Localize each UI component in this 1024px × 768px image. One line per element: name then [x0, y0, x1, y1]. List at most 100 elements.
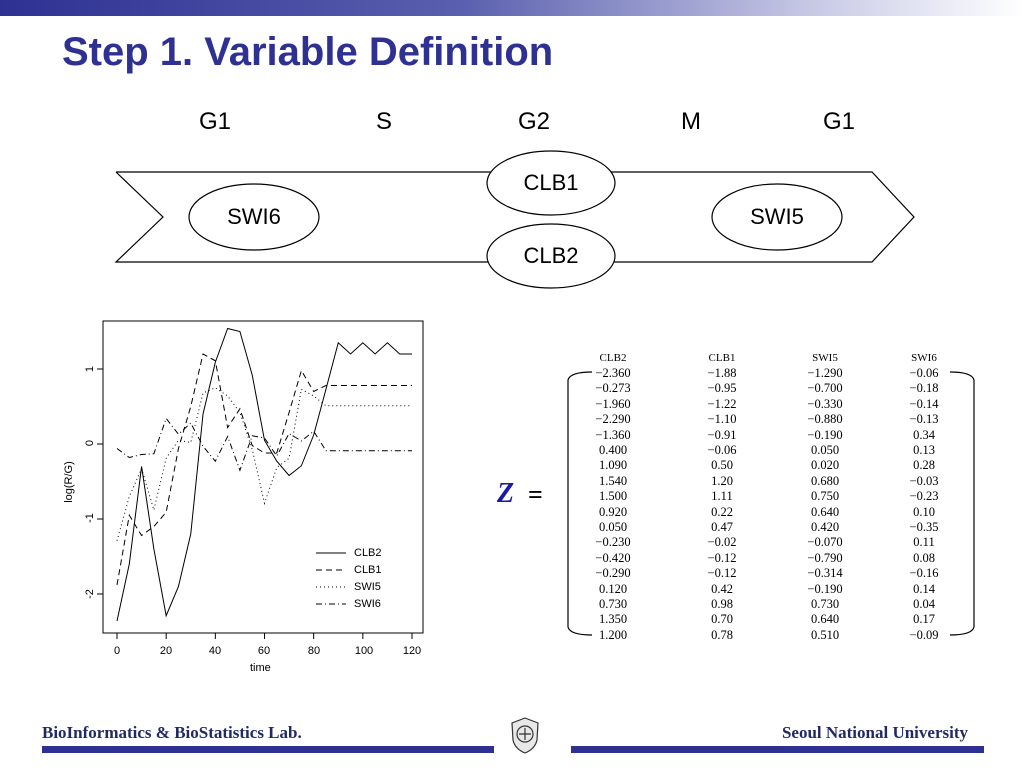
- matrix-cell: −0.790: [807, 550, 843, 565]
- matrix-cell: 0.78: [711, 627, 733, 642]
- matrix-cell: 1.20: [711, 473, 733, 488]
- series-line-swi5: [116, 387, 412, 541]
- series-line-clb1: [116, 353, 412, 586]
- matrix-cell: −2.290: [595, 412, 631, 427]
- x-tick-label: 0: [113, 645, 121, 657]
- matrix-cell: −0.03: [909, 473, 939, 488]
- matrix-cell: −1.10: [707, 412, 737, 427]
- matrix-cell: −0.12: [707, 550, 737, 565]
- matrix-cell: −0.09: [909, 627, 939, 642]
- matrix-cell: −0.13: [909, 412, 939, 427]
- legend-label: SWI6: [354, 598, 381, 610]
- phase-label: G2: [517, 108, 551, 135]
- matrix-cell: −0.314: [807, 566, 843, 581]
- cycle-arrow: [114, 171, 915, 263]
- matrix-cell: −0.95: [707, 381, 737, 396]
- matrix-cell: 0.42: [711, 581, 733, 596]
- equals-sign: =: [528, 480, 543, 509]
- x-tick-label: 120: [402, 645, 422, 657]
- matrix-cell: −0.91: [707, 427, 737, 442]
- matrix-cell: 0.420: [810, 520, 840, 534]
- right-bracket: [949, 371, 975, 636]
- matrix-cell: 0.98: [711, 597, 733, 611]
- matrix-cell: −0.18: [909, 381, 939, 396]
- matrix-cell: 0.04: [913, 597, 935, 611]
- matrix-cell: 0.680: [810, 473, 840, 488]
- matrix-cell: 0.70: [711, 612, 733, 627]
- matrix-cell: −0.35: [909, 520, 939, 534]
- matrix-cell: −0.06: [909, 366, 939, 380]
- x-axis-label: time: [250, 662, 271, 674]
- cell-cycle-diagram: [114, 150, 915, 289]
- matrix-column-header: SWI6: [911, 352, 937, 364]
- matrix-cell: −0.273: [595, 381, 631, 396]
- matrix-cell: 0.28: [913, 458, 935, 473]
- matrix-cell: 0.510: [810, 627, 840, 642]
- matrix-cell: 0.17: [913, 612, 935, 627]
- phase-label: G1: [198, 108, 232, 135]
- x-tick-label: 60: [257, 645, 271, 657]
- university-seal-icon: [511, 717, 539, 754]
- matrix-cell: 1.090: [598, 458, 628, 473]
- matrix-cell: −0.23: [909, 489, 939, 504]
- top-gradient-bar: [0, 0, 1024, 16]
- matrix-cell: 1.11: [711, 489, 733, 504]
- matrix-cell: 0.08: [913, 550, 935, 565]
- matrix-cell: −0.420: [595, 550, 631, 565]
- plot-frame: [102, 320, 424, 634]
- matrix-cell: 0.050: [810, 443, 840, 457]
- x-tick-label: 20: [159, 645, 173, 657]
- matrix-cell: 0.920: [598, 504, 628, 519]
- left-bracket: [567, 371, 593, 636]
- matrix-cell: 1.350: [598, 612, 628, 627]
- matrix-cell: −0.230: [595, 535, 631, 550]
- matrix-cell: 0.640: [810, 612, 840, 627]
- clb1-label: CLB1: [523, 170, 579, 195]
- matrix-column-header: CLB2: [599, 352, 627, 364]
- clb1-oval: [486, 150, 616, 216]
- matrix-cell: 0.14: [913, 581, 935, 596]
- matrix-cell: −1.88: [707, 366, 737, 380]
- swi6-label: SWI6: [227, 204, 281, 229]
- matrix-cell: −1.360: [595, 427, 631, 442]
- matrix-symbol: Z: [497, 478, 515, 509]
- phase-label: S: [375, 108, 393, 135]
- matrix-cell: 0.730: [598, 597, 628, 611]
- slide-title: Step 1. Variable Definition: [62, 30, 554, 74]
- clb2-label: CLB2: [523, 243, 579, 268]
- matrix-cell: −0.070: [807, 535, 843, 550]
- matrix-cell: 0.50: [711, 458, 733, 473]
- matrix-cell: −0.880: [807, 412, 843, 427]
- footer-rule-left: [42, 746, 494, 753]
- matrix-cell: 1.500: [598, 489, 628, 504]
- matrix-cell: 0.640: [810, 504, 840, 519]
- matrix-cell: −1.290: [807, 366, 843, 380]
- matrix-cell: −0.02: [707, 535, 737, 550]
- x-tick-label: 40: [208, 645, 222, 657]
- matrix-cell: 0.22: [711, 504, 733, 519]
- legend-label: CLB1: [354, 564, 382, 576]
- matrix-cell: −0.190: [807, 581, 843, 596]
- matrix-cell: −0.330: [807, 396, 843, 411]
- matrix-cell: −2.360: [595, 366, 631, 380]
- swi6-oval: [188, 183, 320, 251]
- matrix-cell: 0.020: [810, 458, 840, 473]
- matrix-cell: 0.050: [598, 520, 628, 534]
- matrix-cell: −0.14: [909, 396, 939, 411]
- matrix-cell: −1.22: [707, 396, 737, 411]
- matrix-cell: −0.12: [707, 566, 737, 581]
- x-tick-label: 80: [307, 645, 321, 657]
- matrix-cell: −0.290: [595, 566, 631, 581]
- university-name: Seoul National University: [781, 723, 968, 742]
- series-line-clb2: [116, 327, 412, 622]
- matrix-cell: 0.730: [810, 597, 840, 611]
- legend-label: SWI5: [354, 581, 381, 593]
- matrix-cell: 0.34: [913, 427, 935, 442]
- matrix-cell: 0.400: [598, 443, 628, 457]
- matrix-cell: 0.11: [913, 535, 935, 550]
- legend-label: CLB2: [354, 547, 382, 559]
- matrix-cell: −1.960: [595, 396, 631, 411]
- matrix-cell: 0.10: [913, 504, 935, 519]
